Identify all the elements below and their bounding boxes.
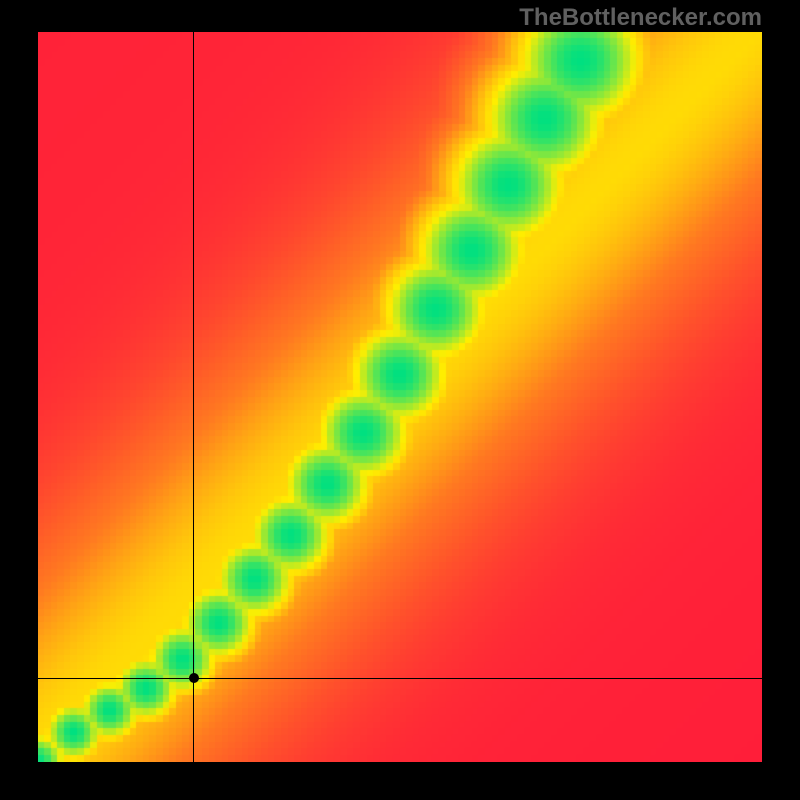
crosshair-vertical [193,32,194,762]
crosshair-marker [189,673,199,683]
watermark-text: TheBottlenecker.com [519,4,762,32]
heatmap-plot [38,32,762,762]
heatmap-canvas [38,32,762,762]
crosshair-horizontal [38,678,762,679]
